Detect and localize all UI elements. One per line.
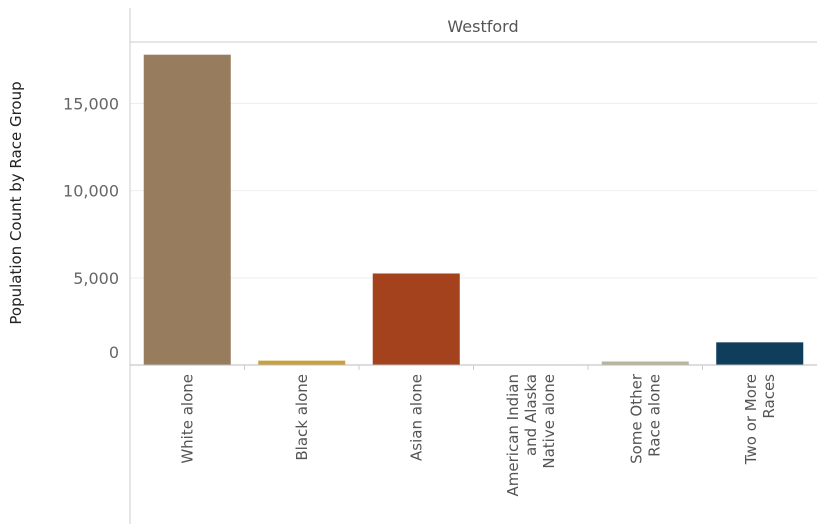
x-tick-label: Race alone bbox=[645, 374, 663, 457]
bar bbox=[601, 361, 689, 365]
bar bbox=[716, 342, 804, 365]
y-tick-label: 0 bbox=[109, 343, 119, 362]
bar bbox=[372, 273, 460, 365]
x-tick-label: Asian alone bbox=[407, 374, 425, 461]
y-tick-labels: 0 5,000 10,000 15,000 bbox=[63, 95, 119, 363]
x-tick-label: Black alone bbox=[293, 374, 311, 461]
x-tick-label: Two or More bbox=[742, 374, 760, 465]
x-tick-label: Native alone bbox=[540, 374, 558, 469]
gridlines bbox=[130, 103, 817, 279]
x-tick-label: American Indian bbox=[504, 374, 522, 496]
y-tick-label: 15,000 bbox=[63, 95, 119, 114]
bars bbox=[143, 54, 804, 366]
facet-label: Westford bbox=[447, 17, 518, 36]
x-tick-label: White alone bbox=[178, 374, 196, 464]
y-tick-label: 10,000 bbox=[63, 182, 119, 201]
x-tick-labels: White alone Black alone Asian alone America… bbox=[178, 373, 778, 496]
x-tick-label: Some Other bbox=[627, 373, 645, 464]
bar bbox=[258, 360, 346, 365]
y-tick-label: 5,000 bbox=[73, 269, 119, 288]
y-axis-title: Population Count by Race Group bbox=[7, 81, 25, 324]
x-tick-label: and Alaska bbox=[522, 374, 540, 456]
x-tick-marks bbox=[244, 365, 703, 370]
x-tick-label: Races bbox=[760, 374, 778, 419]
bar bbox=[143, 54, 231, 365]
